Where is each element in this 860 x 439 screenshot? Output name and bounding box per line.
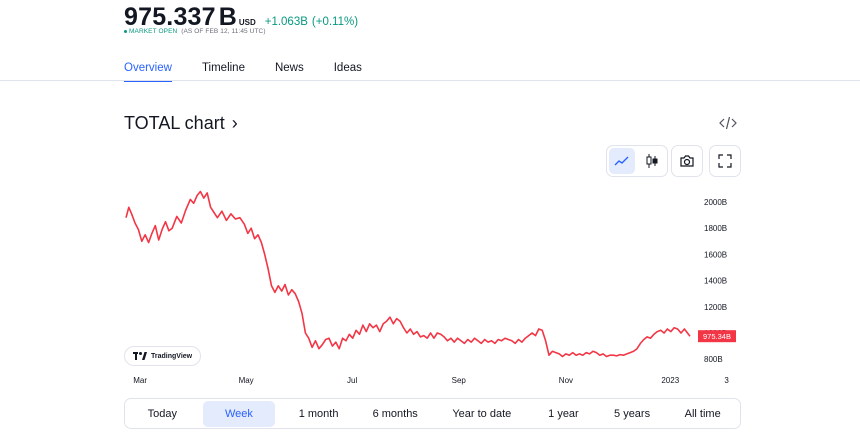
tab-overview[interactable]: Overview [124,62,172,82]
candlestick-button[interactable] [639,148,665,174]
range-5-years[interactable]: 5 years [614,407,651,420]
snapshot-button[interactable] [671,145,703,177]
price-change: +1.063B [264,16,308,28]
section-tabs: Overview Timeline News Ideas [124,62,392,82]
x-tick-label: Nov [559,376,573,385]
range-all-time[interactable]: All time [684,407,721,420]
y-tick-label: 1400B [704,277,727,286]
tradingview-text: TradingView [151,352,193,360]
status-timestamp: (AS OF FEB 12, 11:45 UTC) [181,28,266,35]
range-week[interactable]: Week [202,400,275,427]
range-1-year[interactable]: 1 year [548,407,579,420]
series-line [125,190,691,358]
code-embed-icon[interactable] [718,114,738,132]
price-header: 975.337 B USD +1.063B (+0.11%) [124,3,358,32]
x-tick-label: 3 [724,376,729,385]
range-year-to-date[interactable]: Year to date [452,407,512,420]
range-selector: Today Week 1 month 6 months Year to date… [124,398,741,429]
price-change-percent: (+0.11%) [311,16,359,28]
chart-title-link[interactable]: TOTAL chart › [124,113,238,134]
x-tick-label: 2023 [661,376,679,385]
x-tick-label: Sep [452,376,467,385]
line-chart-icon [614,156,629,166]
price-value: 975.337 [124,3,216,31]
x-tick-label: Jul [347,376,357,385]
y-tick-label: 2000B [704,198,727,207]
last-value-label: 975.34B [703,332,731,341]
tab-news[interactable]: News [274,62,304,74]
market-status: MARKET OPEN (AS OF FEB 12, 11:45 UTC) [124,28,266,35]
y-tick-label: 1600B [704,250,727,259]
price-chart[interactable]: 800B1000B1200B1400B1600B1800B2000B MarMa… [110,185,750,390]
price-currency: USD [238,18,256,27]
chart-title: TOTAL chart [124,113,225,133]
line-chart-button[interactable] [609,148,635,174]
fullscreen-icon [718,154,732,168]
price-unit: B [218,3,237,31]
tradingview-logo[interactable]: TradingView [124,346,202,366]
x-tick-label: May [239,376,254,385]
y-tick-label: 800B [704,355,723,364]
y-tick-label: 1200B [704,303,727,312]
range-1-month[interactable]: 1 month [298,407,339,420]
candlestick-icon [646,154,658,168]
y-tick-label: 1800B [704,224,727,233]
last-value-badge [698,330,736,343]
tab-ideas[interactable]: Ideas [333,62,362,74]
fullscreen-button[interactable] [709,145,741,177]
tabs-divider [0,80,860,81]
tradingview-logo-icon [133,352,147,360]
x-tick-label: Mar [133,376,147,385]
status-dot-icon [124,29,127,33]
chart-style-toggle [606,145,668,177]
range-6-months[interactable]: 6 months [372,407,418,420]
camera-icon [680,155,694,167]
market-open-label: MARKET OPEN [129,28,178,35]
range-today[interactable]: Today [147,407,177,420]
tab-timeline[interactable]: Timeline [201,62,245,74]
chevron-right-icon: › [231,113,238,133]
